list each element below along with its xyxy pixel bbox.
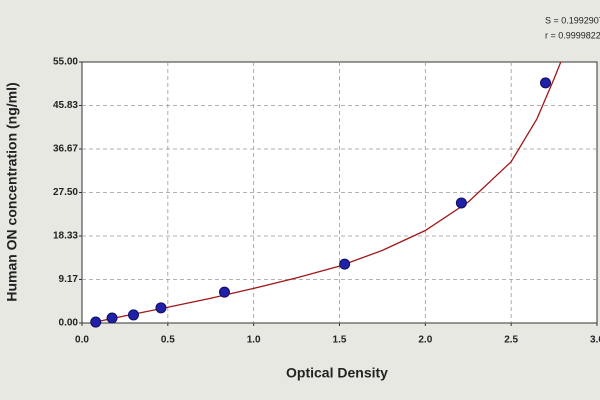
y-tick-label: 18.33: [53, 231, 78, 242]
x-tick-label: 1.0: [247, 335, 261, 346]
y-tick-label: 55.00: [53, 57, 78, 68]
fit-curve: [90, 62, 562, 323]
y-tick-label: 36.67: [53, 144, 78, 155]
x-tick-label: 2.5: [504, 335, 518, 346]
point: [218, 286, 230, 298]
point: [106, 312, 118, 324]
point: [540, 77, 551, 89]
point: [155, 302, 167, 314]
point: [90, 316, 102, 328]
point: [128, 309, 139, 321]
y-tick-label: 9.17: [59, 274, 79, 285]
y-tick-label: 45.83: [53, 100, 78, 111]
annotation: S = 0.19929071: [545, 15, 600, 25]
y-axis-label: Human ON concentration (ng/ml): [4, 82, 20, 301]
point: [339, 258, 351, 270]
y-tick-label: 0.00: [59, 318, 79, 329]
x-tick-label: 0.0: [75, 335, 89, 346]
y-tick-label: 27.50: [53, 187, 78, 198]
annotation: r = 0.99998223: [545, 30, 600, 40]
x-tick-label: 1.5: [333, 335, 347, 346]
point: [455, 197, 467, 209]
x-axis-label: Optical Density: [286, 365, 388, 381]
x-tick-label: 3.0: [590, 335, 600, 346]
x-tick-label: 0.5: [161, 335, 175, 346]
plot-clip: [90, 62, 562, 323]
x-tick-label: 2.0: [418, 335, 432, 346]
